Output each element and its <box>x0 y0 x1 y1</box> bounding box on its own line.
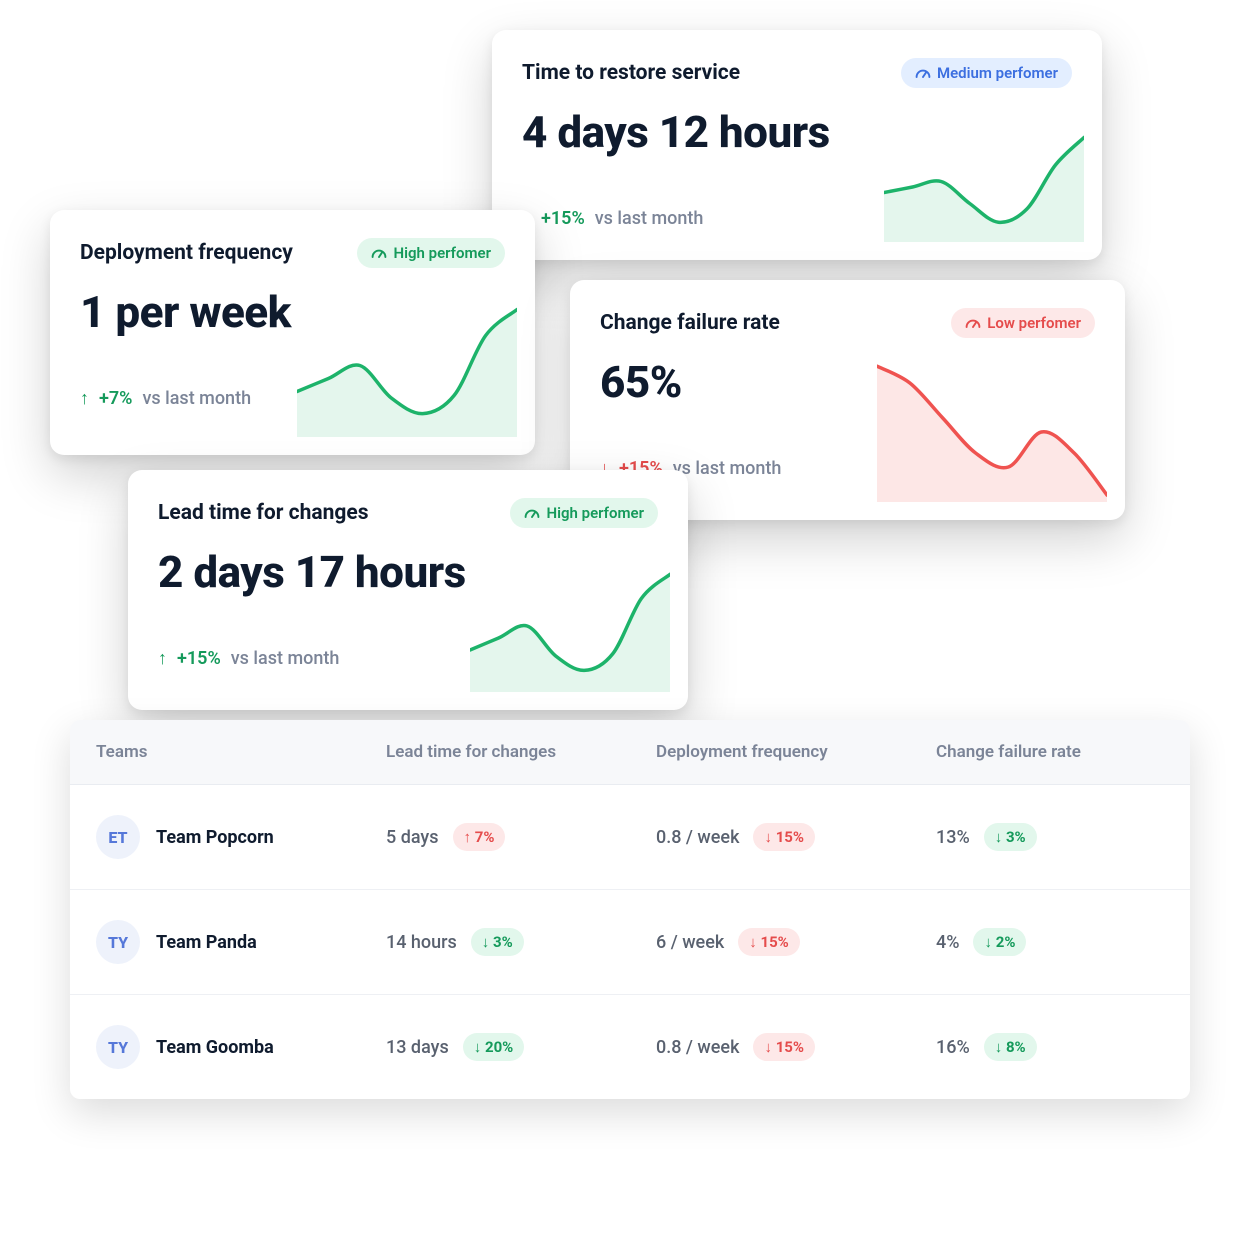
card-time-to-restore: Time to restore service Medium perfomer … <box>492 30 1102 260</box>
performer-badge-medium: Medium perfomer <box>901 58 1072 88</box>
performer-badge-high: High perfomer <box>357 238 505 268</box>
lead-time-delta: ↓ 3% <box>471 928 524 956</box>
lead-time-value: 13 days <box>386 1037 449 1058</box>
gauge-icon <box>965 318 981 328</box>
failure-rate-value: 4% <box>936 932 959 953</box>
failure-rate-value: 13% <box>936 827 970 848</box>
deploy-freq-delta: ↓ 15% <box>738 928 800 956</box>
badge-label: High perfomer <box>393 244 491 262</box>
deploy-freq-delta: ↓ 15% <box>753 1033 815 1061</box>
table-row[interactable]: ET Team Popcorn 5 days ↑ 7% 0.8 / week ↓… <box>70 785 1190 890</box>
failure-rate-delta: ↓ 2% <box>973 928 1026 956</box>
card-title: Deployment frequency <box>80 241 293 265</box>
failure-rate-delta: ↓ 3% <box>984 823 1037 851</box>
lead-time-delta: ↑ 7% <box>453 823 506 851</box>
arrow-up-icon: ↑ <box>158 648 167 669</box>
arrow-up-icon: ↑ <box>80 388 89 409</box>
team-avatar: ET <box>96 815 140 859</box>
vs-label: vs last month <box>595 208 704 229</box>
performer-badge-high: High perfomer <box>510 498 658 528</box>
lead-time-value: 5 days <box>386 827 439 848</box>
card-title: Lead time for changes <box>158 501 369 525</box>
delta-percent: +7% <box>99 388 132 409</box>
table-header: Teams Lead time for changes Deployment f… <box>70 720 1190 785</box>
badge-label: Low perfomer <box>987 314 1081 332</box>
table-body: ET Team Popcorn 5 days ↑ 7% 0.8 / week ↓… <box>70 785 1190 1099</box>
delta-percent: +15% <box>177 648 221 669</box>
failure-rate-delta: ↓ 8% <box>984 1033 1037 1061</box>
vs-label: vs last month <box>142 388 251 409</box>
badge-label: Medium perfomer <box>937 64 1058 82</box>
col-lead-time: Lead time for changes <box>386 742 656 762</box>
col-deploy-freq: Deployment frequency <box>656 742 936 762</box>
table-row[interactable]: TY Team Goomba 13 days ↓ 20% 0.8 / week … <box>70 995 1190 1099</box>
card-lead-time: Lead time for changes High perfomer 2 da… <box>128 470 688 710</box>
team-avatar: TY <box>96 1025 140 1069</box>
deploy-freq-value: 0.8 / week <box>656 827 739 848</box>
lead-time-value: 14 hours <box>386 932 457 953</box>
gauge-icon <box>915 68 931 78</box>
team-name: Team Panda <box>156 932 257 953</box>
vs-label: vs last month <box>673 458 782 479</box>
performer-badge-low: Low perfomer <box>951 308 1095 338</box>
gauge-icon <box>371 248 387 258</box>
team-name: Team Goomba <box>156 1037 274 1058</box>
delta-percent: +15% <box>541 208 585 229</box>
team-avatar: TY <box>96 920 140 964</box>
lead-time-delta: ↓ 20% <box>463 1033 525 1061</box>
deploy-freq-value: 0.8 / week <box>656 1037 739 1058</box>
col-teams: Teams <box>96 742 386 762</box>
gauge-icon <box>524 508 540 518</box>
col-failure-rate: Change failure rate <box>936 742 1164 762</box>
badge-label: High perfomer <box>546 504 644 522</box>
table-row[interactable]: TY Team Panda 14 hours ↓ 3% 6 / week ↓ 1… <box>70 890 1190 995</box>
sparkline <box>470 572 670 692</box>
card-title: Change failure rate <box>600 311 780 335</box>
failure-rate-value: 16% <box>936 1037 970 1058</box>
card-deployment-frequency: Deployment frequency High perfomer 1 per… <box>50 210 535 455</box>
vs-label: vs last month <box>231 648 340 669</box>
sparkline <box>877 362 1107 502</box>
deploy-freq-delta: ↓ 15% <box>753 823 815 851</box>
sparkline <box>884 132 1084 242</box>
team-name: Team Popcorn <box>156 827 274 848</box>
teams-table: Teams Lead time for changes Deployment f… <box>70 720 1190 1099</box>
card-title: Time to restore service <box>522 61 740 85</box>
sparkline <box>297 307 517 437</box>
deploy-freq-value: 6 / week <box>656 932 724 953</box>
